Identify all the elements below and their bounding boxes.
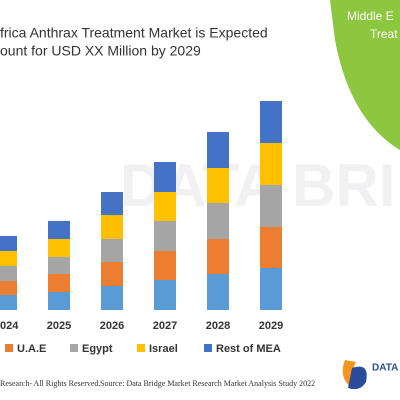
chart-title: frica Anthrax Treatment Market is Expect… [0,25,268,41]
bar-segment [260,185,282,227]
bar-segment [260,101,282,143]
legend-label: U.A.E [17,343,46,355]
legend-swatch [137,344,145,352]
x-tick-label: 2028 [206,320,230,332]
legend-label: Egypt [82,343,113,355]
legend-label: Rest of MEA [216,343,281,355]
bar-segment [48,221,70,239]
side-panel [330,0,400,150]
bar-segment [101,239,123,262]
bar-segment [101,286,123,310]
bar-segment [48,274,70,292]
bar-segment [260,143,282,185]
bar-segment [0,295,17,310]
x-tick-label: 024 [0,320,19,332]
bar-segment [207,132,229,168]
bar-segment [154,221,176,251]
bar-segment [207,203,229,239]
bar-segment [154,280,176,310]
bar-segment [48,292,70,310]
bar-segment [0,266,17,281]
chart-title: ount for USD XX Million by 2029 [0,43,201,59]
bar-segment [0,251,17,266]
bar-segment [154,192,176,221]
panel-line: Middle E [347,9,394,23]
bar-segment [0,281,17,295]
bar-segment [48,257,70,274]
bar-segment [0,236,17,251]
bar-segment [260,227,282,268]
x-tick-label: 2027 [153,320,177,332]
x-tick-label: 2026 [100,320,124,332]
footer-right: Source: Data Bridge Market Research Mark… [100,379,315,388]
bar-segment [154,162,176,192]
panel-line: Treat [370,27,398,41]
bar-segment [154,251,176,280]
legend-label: Israel [149,343,178,355]
legend-swatch [70,344,78,352]
x-tick-label: 2029 [259,320,283,332]
bar-segment [101,192,123,215]
bar-segment [207,239,229,274]
footer-left: Research- All Rights Reserved. [0,379,100,388]
logo-text: DATA [372,363,398,374]
x-tick-label: 2025 [47,320,71,332]
bar-segment [260,268,282,310]
bar-segment [207,168,229,203]
legend-swatch [204,344,212,352]
bar-segment [207,274,229,310]
bar-segment [48,239,70,257]
logo-icon [348,366,367,390]
bar-segment [101,262,123,286]
bar-segment [101,215,123,239]
legend-swatch [5,344,13,352]
